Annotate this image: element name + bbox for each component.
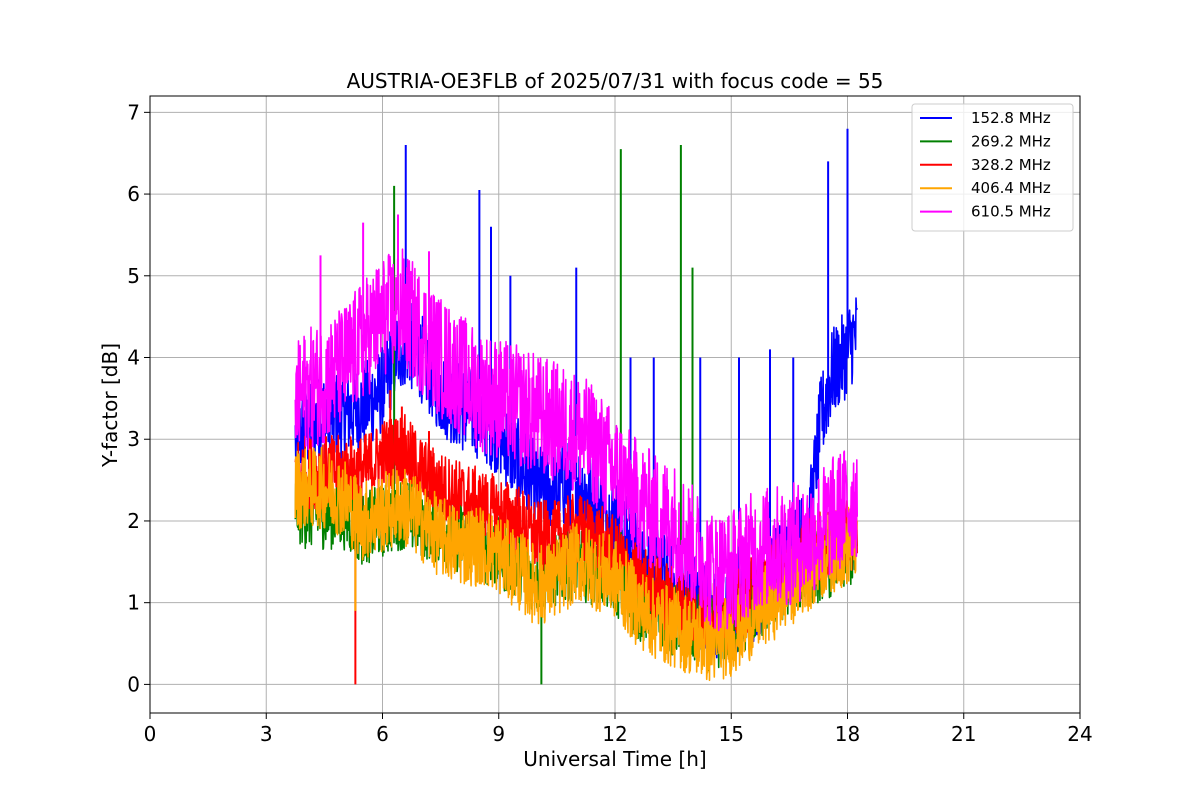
- legend-label: 152.8 MHz: [971, 109, 1051, 127]
- chart-title: AUSTRIA-OE3FLB of 2025/07/31 with focus …: [347, 69, 884, 93]
- y-tick-label: 0: [127, 672, 140, 696]
- y-tick-label: 2: [127, 509, 140, 533]
- legend-label: 406.4 MHz: [971, 179, 1051, 197]
- x-tick-label: 0: [144, 722, 157, 746]
- y-axis-label: Y-factor [dB]: [98, 343, 122, 468]
- legend-frame: [911, 103, 1074, 232]
- x-tick-label: 21: [951, 722, 976, 746]
- y-tick-label: 3: [127, 427, 140, 451]
- legend-label: 269.2 MHz: [971, 132, 1051, 150]
- y-tick-label: 6: [127, 182, 140, 206]
- legend-label: 328.2 MHz: [971, 156, 1051, 174]
- x-tick-label: 9: [492, 722, 505, 746]
- x-tick-label: 12: [602, 722, 627, 746]
- y-tick-label: 7: [127, 100, 140, 124]
- x-tick-label: 18: [835, 722, 860, 746]
- y-tick-label: 1: [127, 591, 140, 615]
- series-line-4: [294, 248, 858, 632]
- legend-label: 610.5 MHz: [971, 203, 1051, 221]
- legend: 152.8 MHz 269.2 MHz 328.2 MHz 406.4 MHz 610.…: [911, 103, 1074, 232]
- series-layer: [294, 128, 858, 685]
- y-tick-label: 4: [127, 346, 140, 370]
- legend-item: 610.5 MHz: [920, 203, 1051, 221]
- legend-item: 269.2 MHz: [920, 132, 1051, 150]
- legend-item: 406.4 MHz: [920, 179, 1051, 197]
- x-axis-label: Universal Time [h]: [523, 747, 706, 771]
- y-tick-label: 5: [127, 264, 140, 288]
- series-3: [294, 446, 858, 682]
- x-tick-label: 6: [376, 722, 389, 746]
- x-tick-label: 15: [719, 722, 744, 746]
- series-line-3: [294, 446, 858, 682]
- x-tick-label: 3: [260, 722, 273, 746]
- x-tick-label: 24: [1067, 722, 1092, 746]
- legend-item: 152.8 MHz: [920, 109, 1051, 127]
- legend-item: 328.2 MHz: [920, 156, 1051, 174]
- series-4: [294, 214, 858, 632]
